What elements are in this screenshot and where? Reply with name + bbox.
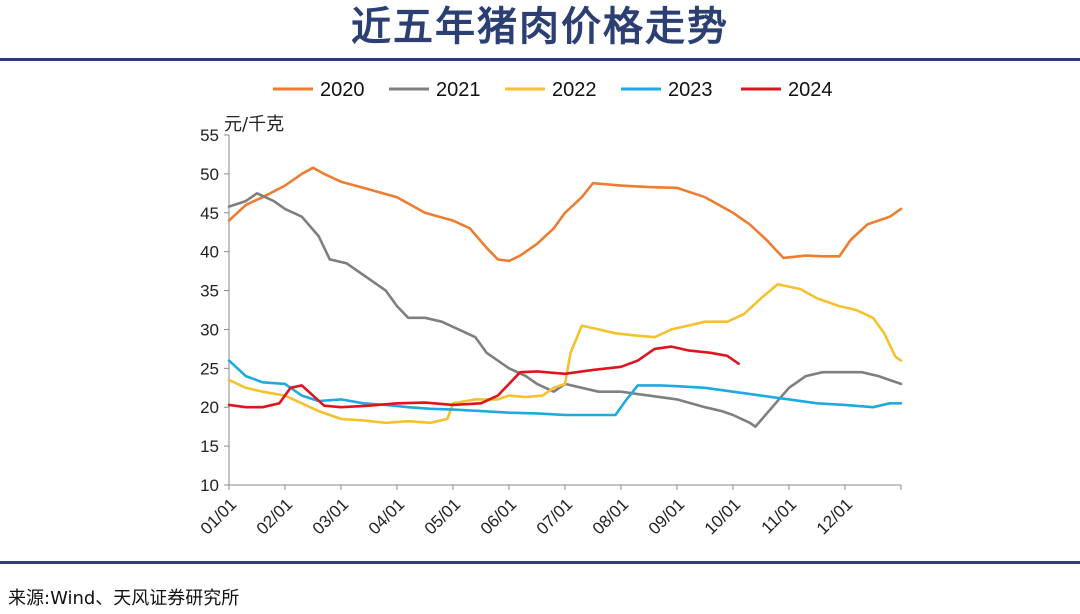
series-line-2020	[227, 166, 903, 263]
y-tick-label: 25	[200, 359, 219, 378]
series-line-2024	[227, 345, 740, 409]
x-tick-label: 01/01	[197, 495, 241, 539]
x-tick-label: 06/01	[477, 495, 521, 539]
y-tick-label: 55	[200, 126, 219, 145]
y-tick-label: 35	[200, 282, 219, 301]
y-tick-label: 45	[200, 204, 219, 223]
series-line-2022	[227, 283, 903, 425]
chart-legend: 2020 2021 2022 2023 2024	[273, 79, 833, 101]
y-tick-label: 30	[200, 320, 219, 339]
page-title: 近五年猪肉价格走势	[351, 4, 729, 50]
chart-series	[227, 166, 903, 428]
x-tick-label: 05/01	[421, 495, 465, 539]
legend-label-2022: 2022	[552, 79, 597, 101]
legend-label-2021: 2021	[436, 79, 481, 101]
x-tick-label: 03/01	[309, 495, 353, 539]
series-line-2021	[227, 192, 903, 428]
x-tick-label: 11/01	[758, 495, 801, 538]
y-tick-label: 40	[200, 243, 219, 262]
source-note: 来源:Wind、天风证券研究所	[8, 588, 240, 609]
title-divider	[0, 58, 1080, 61]
legend-label-2024: 2024	[788, 79, 833, 101]
legend-label-2023: 2023	[668, 79, 713, 101]
x-tick-label: 12/01	[813, 495, 857, 539]
footer-divider	[0, 561, 1080, 564]
y-axis: 10 15 20 25 30 35 40 45 50 55	[200, 126, 230, 495]
x-tick-label: 07/01	[533, 495, 577, 539]
x-tick-label: 10/01	[701, 495, 745, 539]
y-axis-unit-label: 元/千克	[224, 114, 284, 135]
legend-label-2020: 2020	[320, 79, 365, 101]
x-tick-label: 04/01	[365, 495, 409, 539]
y-tick-label: 15	[200, 437, 219, 456]
x-tick-label: 09/01	[645, 495, 689, 539]
y-tick-label: 20	[200, 398, 219, 417]
y-tick-label: 50	[200, 165, 219, 184]
x-tick-label: 02/01	[253, 495, 297, 539]
x-axis: 01/01 02/01 03/01 04/01 05/01 06/01 07/01 08/01…	[197, 484, 902, 539]
y-tick-label: 10	[200, 476, 219, 495]
x-tick-label: 08/01	[589, 495, 633, 539]
